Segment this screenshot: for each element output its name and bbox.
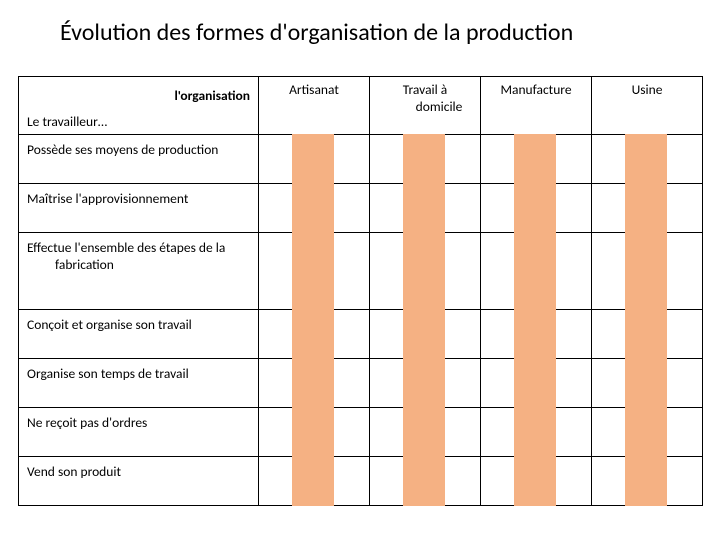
cell xyxy=(481,358,592,407)
table-row: Possède ses moyens de production xyxy=(19,135,703,184)
cell xyxy=(481,184,592,233)
col-travail-line1: Travail à xyxy=(403,81,448,98)
col-artisanat: Artisanat xyxy=(259,77,370,135)
cell xyxy=(481,135,592,184)
cell xyxy=(592,456,703,505)
cell xyxy=(259,135,370,184)
comparison-table-wrap: l'organisation Le travailleur… Artisanat… xyxy=(18,76,702,506)
header-travailleur: Le travailleur… xyxy=(27,113,107,130)
row-label-3: Conçoit et organise son travail xyxy=(19,309,259,358)
cell xyxy=(481,233,592,310)
row-label-6: Vend son produit xyxy=(19,456,259,505)
header-organisation: l'organisation xyxy=(27,83,250,104)
table-body: Possède ses moyens de production Maîtris… xyxy=(19,135,703,506)
table-row: Effectue l'ensemble des étapes de lafabr… xyxy=(19,233,703,310)
cell xyxy=(592,184,703,233)
cell xyxy=(592,358,703,407)
cell xyxy=(259,184,370,233)
table-row: Ne reçoit pas d'ordres xyxy=(19,407,703,456)
col-manufacture: Manufacture xyxy=(481,77,592,135)
cell xyxy=(370,184,481,233)
row-label-0: Possède ses moyens de production xyxy=(19,135,259,184)
cell xyxy=(370,456,481,505)
cell xyxy=(259,233,370,310)
cell xyxy=(370,358,481,407)
row-label-4: Organise son temps de travail xyxy=(19,358,259,407)
cell xyxy=(370,233,481,310)
cell xyxy=(592,233,703,310)
table-row: Organise son temps de travail xyxy=(19,358,703,407)
row-2-indent: fabrication xyxy=(27,256,250,273)
cell xyxy=(592,407,703,456)
cell xyxy=(481,309,592,358)
table-row: Maîtrise l'approvisionnement xyxy=(19,184,703,233)
cell xyxy=(481,407,592,456)
cell xyxy=(592,309,703,358)
cell xyxy=(259,456,370,505)
cell xyxy=(370,309,481,358)
table-row: Vend son produit xyxy=(19,456,703,505)
row-label-2: Effectue l'ensemble des étapes de lafabr… xyxy=(19,233,259,310)
comparison-table: l'organisation Le travailleur… Artisanat… xyxy=(18,76,703,506)
col-travail-domicile: Travail à domicile xyxy=(370,77,481,135)
page-title: Évolution des formes d'organisation de l… xyxy=(60,18,573,47)
cell xyxy=(370,135,481,184)
table-header-row: l'organisation Le travailleur… Artisanat… xyxy=(19,77,703,135)
col-travail-line2: domicile xyxy=(378,98,472,115)
cell xyxy=(370,407,481,456)
cell xyxy=(259,309,370,358)
cell xyxy=(259,358,370,407)
cell xyxy=(481,456,592,505)
row-label-1: Maîtrise l'approvisionnement xyxy=(19,184,259,233)
table-row: Conçoit et organise son travail xyxy=(19,309,703,358)
cell xyxy=(259,407,370,456)
cell xyxy=(592,135,703,184)
col-usine: Usine xyxy=(592,77,703,135)
corner-header: l'organisation Le travailleur… xyxy=(19,77,259,135)
row-label-5: Ne reçoit pas d'ordres xyxy=(19,407,259,456)
